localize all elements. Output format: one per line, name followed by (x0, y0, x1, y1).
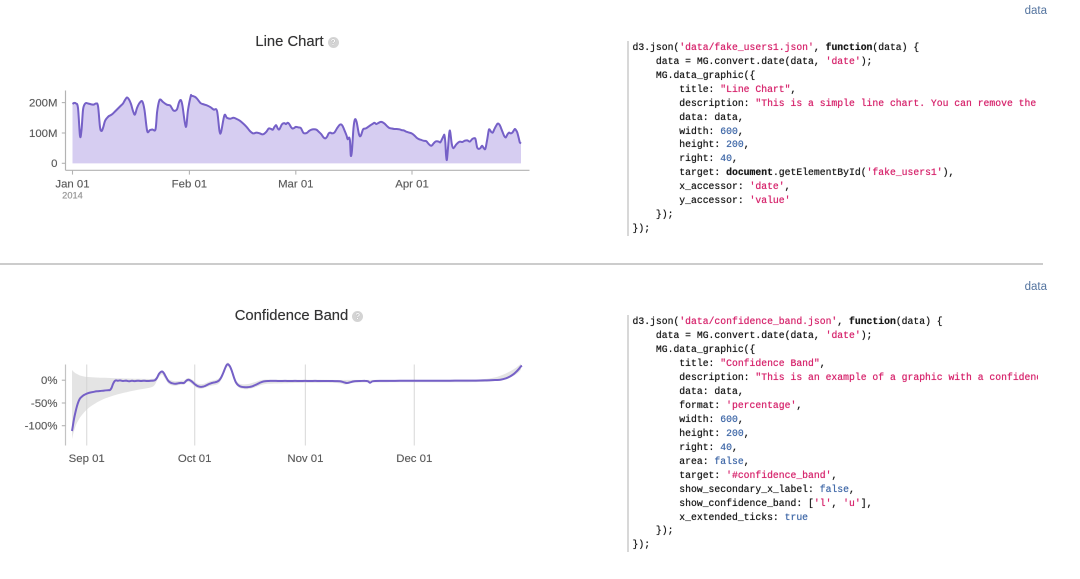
svg-text:100M: 100M (29, 128, 58, 140)
svg-text:Sep 01: Sep 01 (69, 453, 105, 465)
svg-text:200M: 200M (29, 97, 58, 109)
svg-text:-100%: -100% (25, 421, 58, 433)
svg-text:Feb 01: Feb 01 (172, 179, 207, 191)
svg-text:Apr 01: Apr 01 (395, 179, 429, 191)
svg-text:Jan 01: Jan 01 (55, 179, 89, 191)
svg-text:0: 0 (51, 158, 57, 170)
svg-text:Mar 01: Mar 01 (278, 179, 313, 191)
svg-text:0%: 0% (41, 375, 57, 387)
svg-text:Dec 01: Dec 01 (396, 453, 432, 465)
svg-text:2014: 2014 (62, 191, 83, 201)
svg-text:Oct 01: Oct 01 (178, 453, 212, 465)
svg-text:Nov 01: Nov 01 (287, 453, 323, 465)
svg-text:-50%: -50% (31, 398, 58, 410)
